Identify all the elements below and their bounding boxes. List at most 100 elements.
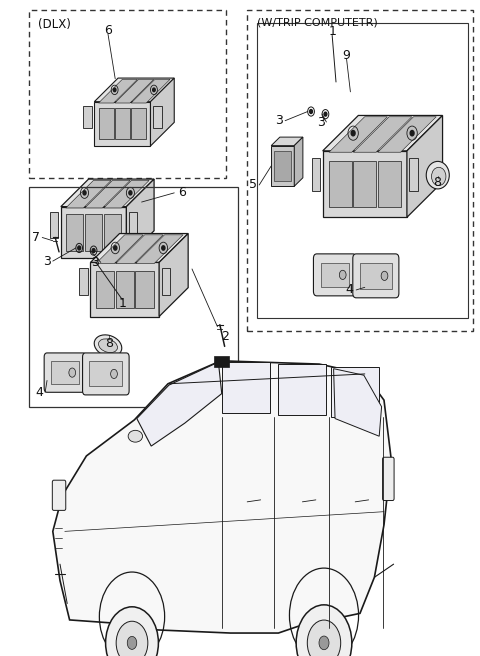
Circle shape: [153, 88, 155, 92]
Polygon shape: [79, 268, 88, 295]
Polygon shape: [96, 235, 143, 264]
Bar: [353, 161, 376, 207]
Polygon shape: [153, 106, 161, 129]
Circle shape: [129, 191, 132, 195]
FancyBboxPatch shape: [44, 353, 86, 392]
Polygon shape: [331, 367, 379, 417]
Circle shape: [307, 620, 341, 656]
Text: 1: 1: [119, 297, 126, 310]
Polygon shape: [323, 151, 407, 217]
Text: 3: 3: [276, 114, 283, 127]
Polygon shape: [116, 235, 163, 264]
Circle shape: [116, 621, 148, 656]
Text: 5: 5: [249, 178, 257, 192]
Circle shape: [78, 246, 81, 250]
FancyBboxPatch shape: [83, 353, 129, 395]
Circle shape: [319, 636, 329, 649]
Circle shape: [83, 191, 86, 195]
Circle shape: [114, 246, 117, 250]
Polygon shape: [94, 102, 151, 146]
Polygon shape: [50, 212, 59, 237]
Polygon shape: [85, 180, 130, 208]
Polygon shape: [94, 78, 174, 102]
Bar: [274, 151, 291, 181]
Text: 6: 6: [104, 24, 112, 37]
FancyBboxPatch shape: [52, 480, 66, 510]
Text: 9: 9: [343, 49, 350, 62]
Bar: [96, 270, 114, 308]
Circle shape: [310, 110, 312, 113]
Polygon shape: [159, 234, 188, 317]
Bar: [329, 161, 352, 207]
Bar: [247, 10, 473, 331]
Circle shape: [113, 88, 116, 92]
Bar: [29, 10, 226, 178]
Circle shape: [410, 131, 414, 136]
Bar: [85, 215, 102, 251]
Text: 4: 4: [36, 386, 43, 399]
Bar: [131, 108, 146, 139]
FancyBboxPatch shape: [353, 254, 399, 298]
Text: 3: 3: [91, 256, 99, 269]
Circle shape: [69, 368, 75, 377]
Bar: [378, 161, 401, 207]
Polygon shape: [66, 180, 111, 208]
Circle shape: [162, 246, 165, 250]
Polygon shape: [378, 117, 436, 152]
Bar: [66, 215, 84, 251]
Polygon shape: [323, 115, 443, 151]
Bar: [89, 361, 122, 386]
Polygon shape: [329, 117, 387, 152]
Polygon shape: [222, 362, 270, 413]
Polygon shape: [334, 369, 382, 436]
Circle shape: [110, 369, 118, 379]
Circle shape: [106, 607, 158, 656]
Polygon shape: [115, 79, 154, 103]
Text: (DLX): (DLX): [38, 18, 71, 31]
Ellipse shape: [426, 161, 449, 189]
Bar: [29, 187, 238, 407]
Text: 8: 8: [433, 176, 441, 189]
Bar: [321, 263, 349, 287]
Polygon shape: [409, 157, 418, 191]
Ellipse shape: [94, 335, 122, 357]
Polygon shape: [135, 235, 183, 264]
Text: 3: 3: [317, 115, 324, 129]
Polygon shape: [294, 137, 303, 186]
Circle shape: [381, 272, 388, 281]
Text: (W/TRIP COMPUTETR): (W/TRIP COMPUTETR): [257, 18, 378, 28]
Bar: [360, 263, 392, 289]
Bar: [257, 23, 468, 318]
Polygon shape: [137, 362, 222, 446]
Bar: [104, 215, 121, 251]
Bar: [116, 270, 134, 308]
Bar: [214, 356, 229, 367]
Polygon shape: [61, 207, 126, 258]
Bar: [135, 270, 154, 308]
Circle shape: [339, 270, 346, 279]
Polygon shape: [312, 157, 320, 191]
Polygon shape: [98, 79, 137, 103]
Polygon shape: [104, 180, 149, 208]
Polygon shape: [90, 262, 159, 317]
Polygon shape: [353, 117, 412, 152]
Text: 4: 4: [346, 283, 353, 297]
Text: 3: 3: [43, 255, 51, 268]
Polygon shape: [129, 212, 137, 237]
Polygon shape: [271, 137, 303, 146]
Circle shape: [92, 249, 95, 253]
FancyBboxPatch shape: [383, 457, 394, 501]
Polygon shape: [161, 268, 170, 295]
Circle shape: [296, 605, 352, 656]
Polygon shape: [131, 79, 170, 103]
Polygon shape: [84, 106, 92, 129]
Bar: [98, 108, 114, 139]
Ellipse shape: [98, 339, 118, 352]
Polygon shape: [151, 78, 174, 146]
Circle shape: [127, 636, 137, 649]
Ellipse shape: [128, 430, 143, 442]
Ellipse shape: [432, 167, 446, 186]
Text: 2: 2: [221, 330, 228, 343]
Polygon shape: [90, 234, 188, 262]
FancyBboxPatch shape: [313, 254, 356, 296]
